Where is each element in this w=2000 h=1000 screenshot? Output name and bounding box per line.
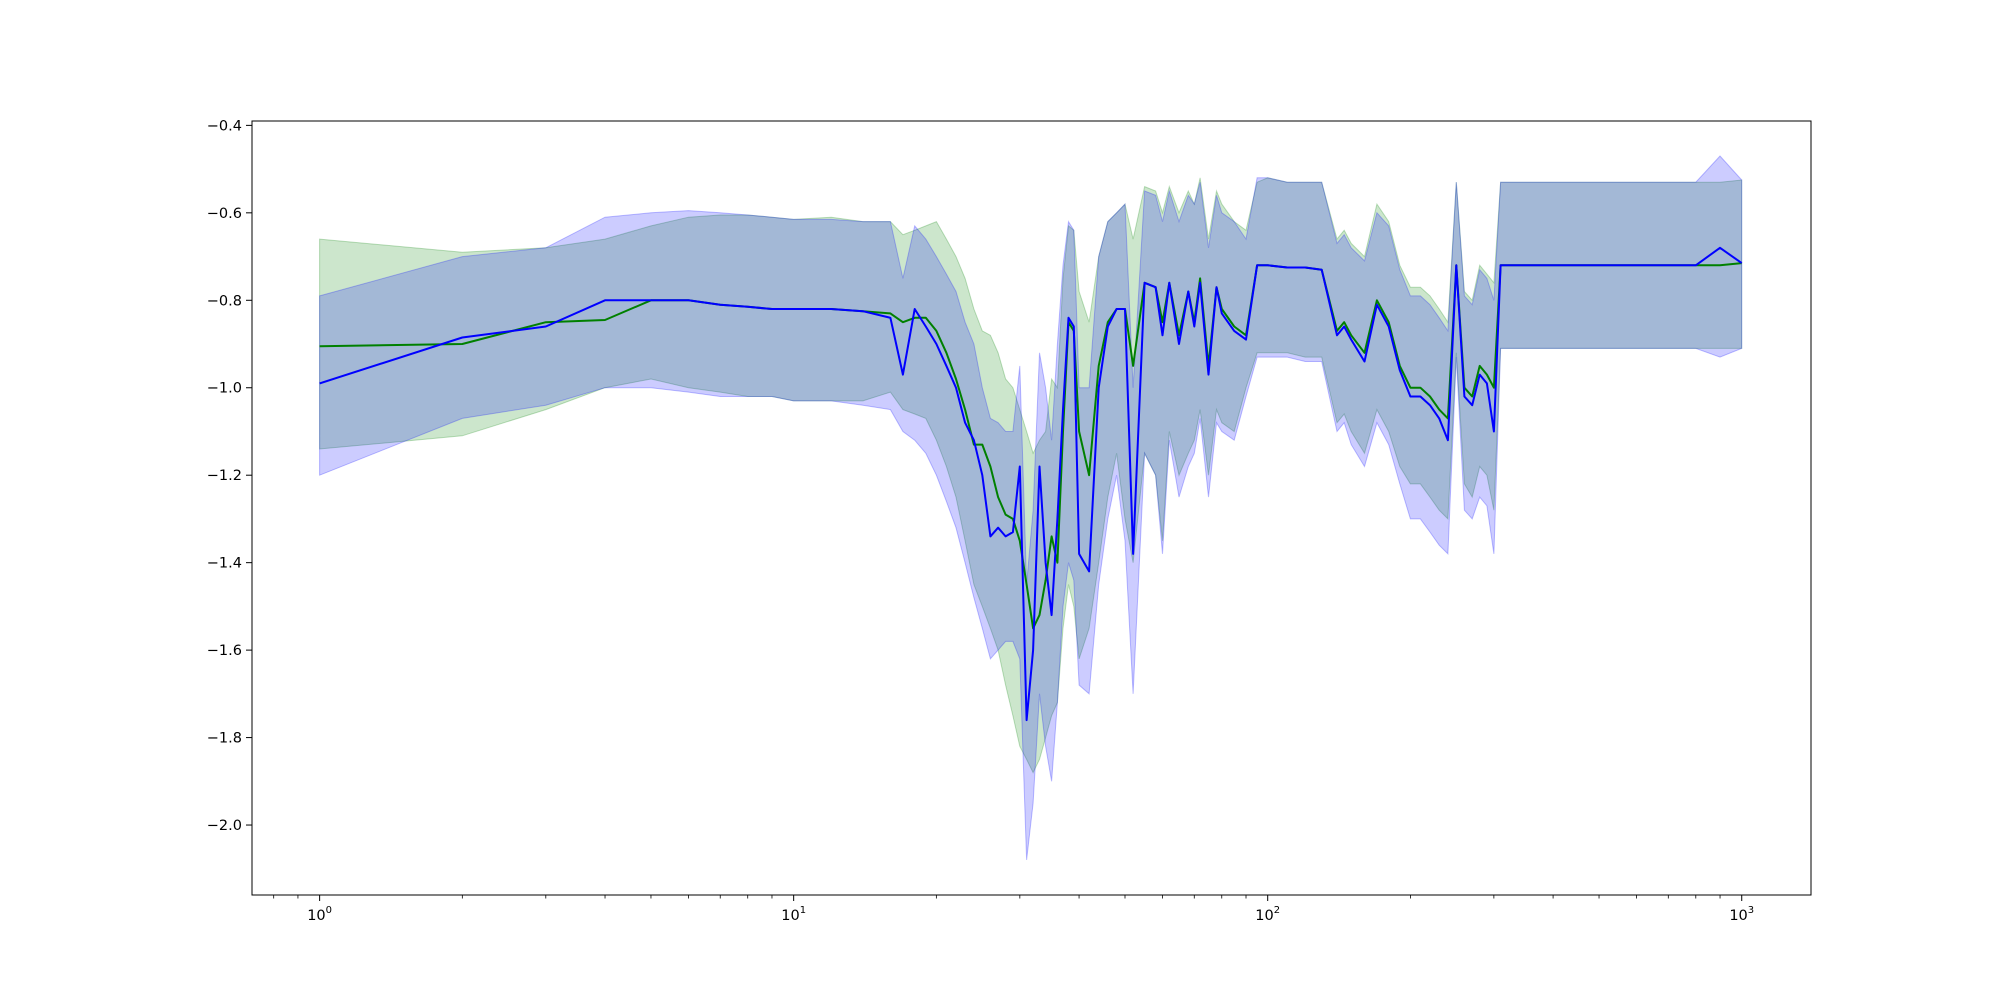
x-tick-label: 101 bbox=[781, 905, 806, 924]
series-lines bbox=[319, 246, 1743, 722]
y-tick-label: −0.4 bbox=[207, 118, 242, 134]
plot-frame bbox=[251, 120, 1812, 896]
x-axis: 100 101 102 103 bbox=[273, 895, 1754, 924]
confidence-bands bbox=[319, 155, 1743, 861]
y-tick-label: −0.6 bbox=[207, 206, 242, 222]
y-tick-label: −1.2 bbox=[207, 468, 242, 484]
y-axis: −0.4 −0.6 −0.8 −1.0 −1.2 −1.4 −1.6 −1.8 −2.0 bbox=[207, 118, 252, 834]
y-tick-label: −1.4 bbox=[207, 556, 242, 572]
y-tick-label: −1.0 bbox=[207, 381, 242, 397]
x-tick-label: 103 bbox=[1729, 905, 1754, 924]
series-line-2 bbox=[319, 246, 1743, 722]
x-tick-label: 100 bbox=[307, 905, 332, 924]
confidence-band-series-1 bbox=[319, 177, 1743, 774]
plot-area-background bbox=[252, 121, 1811, 895]
x-tick-label: 102 bbox=[1255, 905, 1280, 924]
y-tick-label: −1.6 bbox=[207, 643, 242, 659]
confidence-band-series-2 bbox=[319, 155, 1743, 861]
y-tick-label: −1.8 bbox=[207, 731, 242, 747]
y-tick-label: −2.0 bbox=[207, 818, 242, 834]
y-tick-label: −0.8 bbox=[207, 293, 242, 309]
